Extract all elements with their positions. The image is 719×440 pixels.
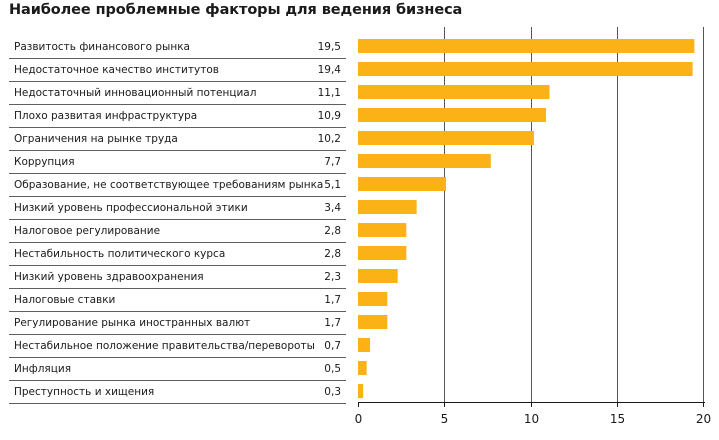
row-label: Развитость финансового рынка [14, 41, 190, 53]
x-tick-label: 5 [441, 412, 449, 426]
row-value-label: 19,5 [318, 41, 341, 53]
bar [358, 154, 491, 168]
row-value-label: 11,1 [318, 87, 341, 99]
row-value-label: 0,7 [324, 340, 341, 352]
bar [358, 315, 388, 329]
x-tick-label: 0 [355, 412, 363, 426]
row-value-label: 2,3 [324, 271, 341, 283]
bar [358, 246, 407, 260]
row-value-label: 2,8 [324, 248, 341, 260]
row-label: Плохо развитая инфраструктура [14, 110, 197, 122]
row-label: Налоговое регулирование [14, 225, 160, 237]
x-tick-label: 15 [610, 412, 625, 426]
bar [358, 85, 550, 99]
row-label: Нестабильность политического курса [14, 248, 225, 260]
row-label: Преступность и хищения [14, 386, 154, 398]
bar [358, 39, 695, 53]
row-value-label: 0,3 [324, 386, 341, 398]
bar [358, 292, 388, 306]
bar [358, 384, 364, 398]
row-value-label: 1,7 [324, 317, 341, 329]
row-value-label: 10,9 [318, 110, 341, 122]
bar [358, 62, 693, 76]
rows-layer: Развитость финансового рынка 19,5 Недостат… [9, 41, 346, 404]
bar [358, 223, 407, 237]
bar [358, 269, 398, 283]
bar [358, 131, 534, 145]
row-label: Низкий уровень здравоохранения [14, 271, 204, 283]
row-value-label: 0,5 [324, 363, 341, 375]
bar [358, 108, 547, 122]
row-value-label: 3,4 [324, 202, 341, 214]
row-value-label: 7,7 [324, 156, 341, 168]
row-value-label: 1,7 [324, 294, 341, 306]
bar [358, 361, 367, 375]
row-value-label: 10,2 [318, 133, 341, 145]
grid-layer [444, 27, 704, 402]
row-label: Низкий уровень профессиональной этики [14, 202, 248, 214]
row-value-label: 19,4 [318, 64, 342, 76]
x-axis: 0 5 10 15 20 [355, 402, 711, 426]
row-label: Недостаточный инновационный потенциал [14, 87, 256, 99]
row-value-label: 2,8 [324, 225, 341, 237]
x-tick-label: 20 [696, 412, 711, 426]
row-label: Недостаточное качество институтов [14, 64, 219, 76]
row-label: Нестабильное положение правительства/пер… [14, 340, 315, 352]
row-label: Регулирование рынка иностранных валют [14, 317, 250, 329]
row-label: Образование, не соответствующее требован… [14, 179, 323, 191]
row-label: Инфляция [14, 363, 71, 375]
row-label: Налоговые ставки [14, 294, 115, 306]
bar [358, 200, 417, 214]
x-tick-label: 10 [524, 412, 539, 426]
row-value-label: 5,1 [324, 179, 341, 191]
chart-title: Наиболее проблемные факторы для ведения … [9, 2, 463, 18]
bars-layer [358, 39, 695, 398]
bar [358, 177, 446, 191]
bar [358, 338, 371, 352]
row-label: Ограничения на рынке труда [14, 133, 178, 145]
row-label: Коррупция [14, 156, 75, 168]
